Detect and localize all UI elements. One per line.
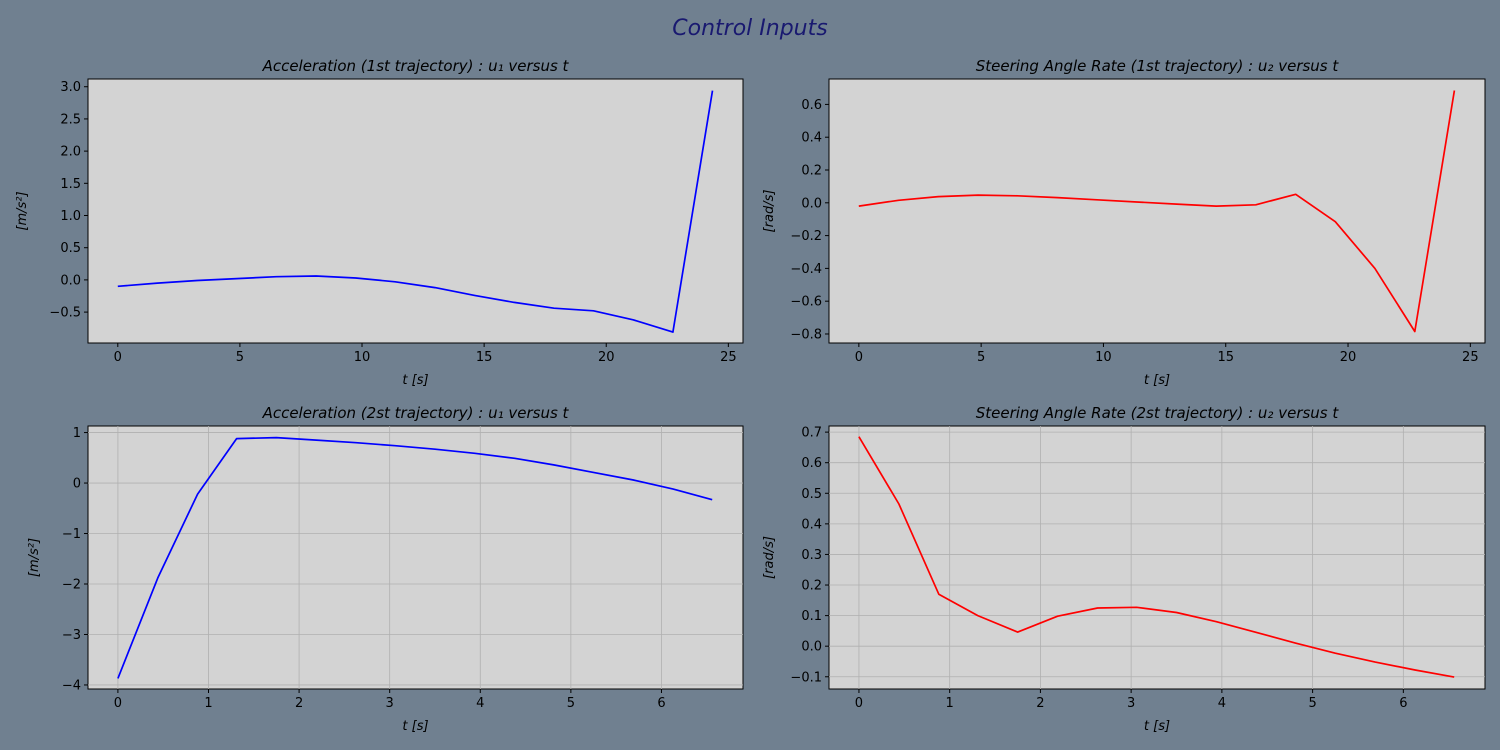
y-tick-label: 0.0 — [60, 273, 81, 288]
plot-area — [87, 425, 744, 690]
x-tick-label: 4 — [476, 696, 484, 711]
y-axis-label: [rad/s] — [762, 190, 777, 233]
x-tick-label: 5 — [1308, 696, 1316, 711]
x-tick-label: 0 — [855, 696, 863, 711]
y-tick-label: 2.5 — [60, 112, 81, 127]
series-line — [858, 436, 1455, 678]
y-tick-label: 0.2 — [801, 164, 822, 179]
y-tick-label: −0.2 — [790, 229, 822, 244]
y-tick-label: 0.4 — [801, 131, 822, 146]
x-tick-label: 5 — [977, 350, 985, 365]
x-tick-label: 15 — [476, 350, 493, 365]
y-tick-label: 0.5 — [60, 241, 81, 256]
y-tick-label: −0.6 — [790, 295, 822, 310]
y-tick-label: 0.3 — [801, 548, 822, 563]
x-tick-label: 5 — [567, 696, 575, 711]
x-tick-label: 0 — [114, 696, 122, 711]
series-line — [117, 436, 713, 679]
x-tick-label: 20 — [1340, 350, 1357, 365]
x-tick-label: 20 — [598, 350, 615, 365]
series-line — [858, 90, 1456, 333]
y-tick-label: −0.4 — [790, 262, 822, 277]
subplot-title: Acceleration (2st trajectory) : u₁ versu… — [262, 404, 570, 422]
y-tick-label: 1 — [73, 426, 81, 441]
x-tick-label: 0 — [114, 350, 122, 365]
x-axis-label: t [s] — [1144, 719, 1170, 734]
x-tick-label: 5 — [236, 350, 244, 365]
plot-area — [828, 425, 1486, 690]
x-axis-label: t [s] — [1144, 373, 1170, 388]
y-tick-label: 0.2 — [801, 579, 822, 594]
subplot-title: Steering Angle Rate (1st trajectory) : u… — [976, 57, 1340, 75]
y-tick-label: 0.5 — [801, 487, 822, 502]
x-tick-label: 25 — [720, 350, 737, 365]
figure-title: Control Inputs — [672, 16, 827, 41]
y-tick-label: −0.1 — [790, 670, 822, 685]
y-tick-label: 0.4 — [801, 517, 822, 532]
series-line — [117, 90, 714, 333]
y-tick-label: −4 — [62, 678, 81, 693]
y-tick-label: 0.7 — [801, 426, 822, 441]
x-tick-label: 6 — [657, 696, 665, 711]
plot-area — [87, 78, 744, 344]
y-axis-label: [m/s²] — [27, 538, 42, 577]
subplot-3: 0 1 2 3 4 5 6 −4 −3 −2 −1 0 1 Acceleration (2st traje… — [27, 404, 744, 734]
y-tick-label: 0.6 — [801, 456, 822, 471]
x-tick-label: 15 — [1217, 350, 1234, 365]
y-tick-label: −3 — [62, 628, 81, 643]
y-tick-label: 2.0 — [60, 145, 81, 160]
subplot-2: 0 5 10 15 20 25 −0.8 −0.6 −0.4 −0.2 0.0 0.2 0.4 0.6 St… — [762, 57, 1486, 388]
x-tick-label: 0 — [855, 350, 863, 365]
x-tick-label: 25 — [1462, 350, 1479, 365]
x-tick-label: 3 — [386, 696, 394, 711]
x-tick-label: 1 — [204, 696, 212, 711]
y-tick-label: −1 — [62, 527, 81, 542]
y-tick-label: 0.0 — [801, 196, 822, 211]
subplot-title: Steering Angle Rate (2st trajectory) : u… — [976, 404, 1340, 422]
y-tick-label: 0.1 — [801, 609, 822, 624]
y-tick-label: 3.0 — [60, 80, 81, 95]
y-axis-label: [m/s²] — [15, 191, 30, 230]
x-tick-label: 6 — [1399, 696, 1407, 711]
y-axis-label: [rad/s] — [762, 536, 777, 579]
y-tick-label: −2 — [62, 578, 81, 593]
y-tick-label: 1.5 — [60, 177, 81, 192]
subplot-title: Acceleration (1st trajectory) : u₁ versu… — [262, 57, 570, 75]
y-tick-label: 0.0 — [801, 640, 822, 655]
x-axis-label: t [s] — [402, 373, 428, 388]
x-axis-label: t [s] — [402, 719, 428, 734]
subplot-1: 0 5 10 15 20 25 −0.5 0.0 0.5 1.0 1.5 2.0 2.5 3.0 Accel… — [15, 57, 744, 388]
y-tick-label: 0 — [73, 477, 81, 492]
x-tick-label: 10 — [1095, 350, 1112, 365]
x-tick-label: 10 — [354, 350, 371, 365]
subplot-4: 0 1 2 3 4 5 6 −0.1 0.0 0.1 0.2 0.3 0.4 0.5 0.6 0.7 Steer… — [762, 404, 1486, 734]
axes-layer: 0 5 10 15 20 25−0.50.00.51.01.52.02.53.0Accel… — [15, 57, 1486, 734]
y-tick-label: −0.5 — [49, 306, 81, 321]
y-tick-label: −0.8 — [790, 327, 822, 342]
x-tick-label: 2 — [295, 696, 303, 711]
y-tick-label: 1.0 — [60, 209, 81, 224]
y-tick-label: 0.6 — [801, 98, 822, 113]
plot-area — [828, 78, 1486, 344]
x-tick-label: 1 — [946, 696, 954, 711]
x-tick-label: 3 — [1127, 696, 1135, 711]
x-tick-label: 2 — [1036, 696, 1044, 711]
x-tick-label: 4 — [1218, 696, 1226, 711]
